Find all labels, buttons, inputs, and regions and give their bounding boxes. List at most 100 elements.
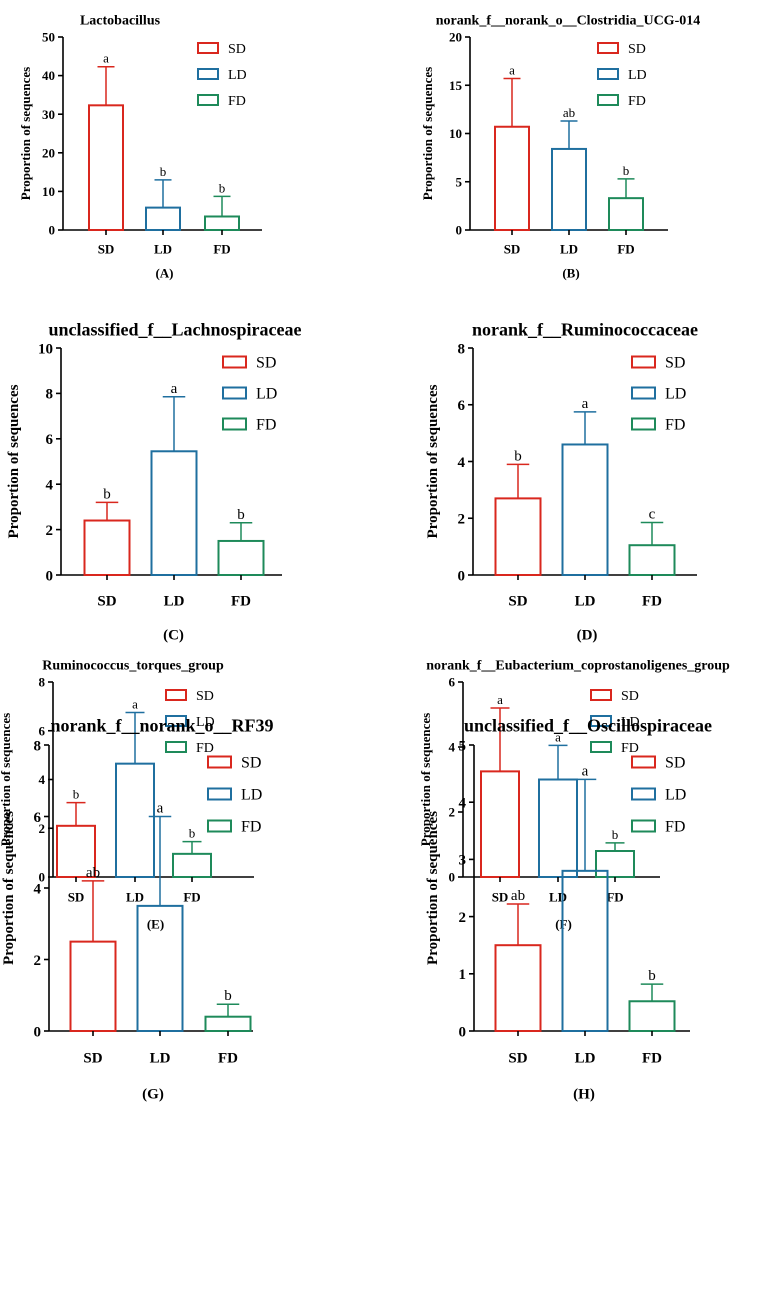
significance-letter: b — [103, 486, 111, 502]
bar-ld — [551, 147, 587, 231]
significance-letter: a — [509, 62, 515, 77]
legend-label-sd: SD — [196, 689, 214, 704]
significance-letter: a — [171, 381, 178, 397]
chart-panel-e: Ruminococcus_torques_group02468Proportio… — [0, 659, 254, 932]
legend-swatch-sd — [222, 355, 247, 369]
y-tick-label: 0 — [458, 568, 466, 584]
significance-letter: a — [497, 692, 503, 707]
y-tick-label: 2 — [458, 512, 466, 528]
y-tick-label: 50 — [42, 30, 55, 45]
y-tick-label: 4 — [449, 740, 456, 755]
legend-label-sd: SD — [256, 355, 276, 372]
chart-title: norank_f__norank_o__Clostridia_UCG-014 — [436, 14, 700, 29]
chart-panel-g: norank_f__norank_o__RF3902468Proportion … — [1, 716, 274, 1103]
chart-title: norank_f__norank_o__RF39 — [50, 716, 273, 736]
chart-panel-a: Lactobacillus 0 10 20 30 40 50 Proportion of se… — [18, 14, 262, 281]
chart-panel-d: norank_f__Ruminococcaceae 0 2 4 6 8 Proportion… — [425, 320, 698, 644]
legend-swatch-ld — [597, 68, 619, 80]
legend-swatch-fd — [165, 741, 187, 753]
x-tick-label: LD — [575, 1050, 596, 1066]
y-tick-label: 6 — [449, 675, 456, 690]
legend-label-ld: LD — [665, 787, 686, 804]
legend-label-ld: LD — [196, 715, 215, 730]
x-tick-label: SD — [83, 1050, 102, 1066]
panel-label: (A) — [155, 266, 173, 281]
legend-swatch-sd — [590, 689, 612, 701]
legend-swatch-fd — [207, 819, 232, 833]
x-tick-label: FD — [642, 593, 662, 609]
significance-letter: a — [582, 396, 589, 412]
legend-label-ld: LD — [241, 787, 262, 804]
y-tick-label: 40 — [42, 68, 55, 83]
y-tick-label: 6 — [39, 723, 46, 738]
x-tick-label: LD — [126, 890, 144, 905]
legend-label-sd: SD — [241, 755, 261, 772]
y-axis-label: Proportion of sequences — [425, 811, 441, 965]
y-axis-label: Proportion of sequences — [6, 384, 22, 538]
legend-swatch-sd — [631, 755, 656, 769]
y-tick-label: 10 — [42, 184, 55, 199]
y-tick-label: 0 — [49, 223, 56, 238]
x-tick-label: LD — [150, 1050, 171, 1066]
bar-ld — [538, 778, 578, 878]
y-tick-label: 30 — [42, 107, 55, 122]
y-tick-label: 2 — [449, 805, 456, 820]
y-tick-label: 4 — [459, 795, 467, 811]
panel-label: (C) — [163, 627, 184, 643]
y-tick-label: 8 — [39, 675, 46, 690]
bar-sd — [494, 497, 542, 577]
x-tick-label: SD — [508, 1050, 527, 1066]
legend-label-ld: LD — [228, 68, 247, 83]
legend: SD LD FD — [222, 355, 277, 434]
significance-letter: b — [623, 163, 630, 178]
y-tick-label: 15 — [449, 78, 463, 93]
y-axis-label: Proportion of sequences — [18, 67, 33, 200]
y-tick-label: 10 — [449, 126, 462, 141]
legend: SD LD FD — [631, 755, 686, 836]
significance-letter: a — [582, 763, 589, 779]
significance-letter: b — [612, 827, 619, 842]
legend-label-sd: SD — [665, 755, 685, 772]
legend-swatch-fd — [590, 741, 612, 753]
significance-letter: b — [648, 968, 656, 984]
x-tick-label: LD — [164, 593, 185, 609]
y-axis-label: Proportion of sequences — [425, 384, 441, 538]
legend: SD LD FD — [207, 755, 262, 836]
legend-label-sd: SD — [628, 42, 646, 57]
panel-label: (D) — [577, 627, 598, 643]
x-tick-label: FD — [231, 593, 251, 609]
x-tick-label: LD — [560, 242, 578, 257]
x-tick-label: LD — [549, 890, 567, 905]
y-tick-label: 10 — [38, 341, 53, 357]
legend-label-sd: SD — [621, 689, 639, 704]
legend-label-fd: FD — [196, 741, 214, 756]
significance-letter: a — [555, 729, 561, 744]
bar-ld — [150, 450, 198, 576]
significance-letter: ab — [563, 105, 575, 120]
y-tick-label: 1 — [459, 967, 467, 983]
x-tick-label: SD — [504, 242, 521, 257]
x-tick-label: FD — [617, 242, 634, 257]
legend-swatch-ld — [207, 787, 232, 801]
y-tick-label: 2 — [34, 953, 42, 969]
bar-ld — [145, 206, 181, 231]
legend-label-ld: LD — [621, 715, 640, 730]
significance-letter: b — [219, 180, 226, 195]
y-tick-label: 2 — [39, 821, 46, 836]
legend-label-fd: FD — [621, 741, 639, 756]
x-tick-label: LD — [154, 242, 172, 257]
chart-title: norank_f__Eubacterium_coprostanoligenes_… — [426, 659, 730, 674]
y-tick-label: 0 — [459, 1024, 467, 1040]
legend: SD LD FD — [631, 355, 686, 434]
bar-sd — [83, 519, 131, 577]
chart-panel-f: norank_f__Eubacterium_coprostanoligenes_… — [418, 659, 730, 932]
significance-letter: b — [237, 507, 245, 523]
significance-letter: a — [157, 801, 164, 817]
x-tick-label: FD — [642, 1050, 662, 1066]
y-tick-label: 6 — [34, 810, 42, 826]
legend: SD LD FD — [165, 689, 215, 756]
legend-label-fd: FD — [256, 417, 276, 434]
significance-letter: ab — [86, 865, 100, 881]
significance-letter: b — [514, 448, 522, 464]
